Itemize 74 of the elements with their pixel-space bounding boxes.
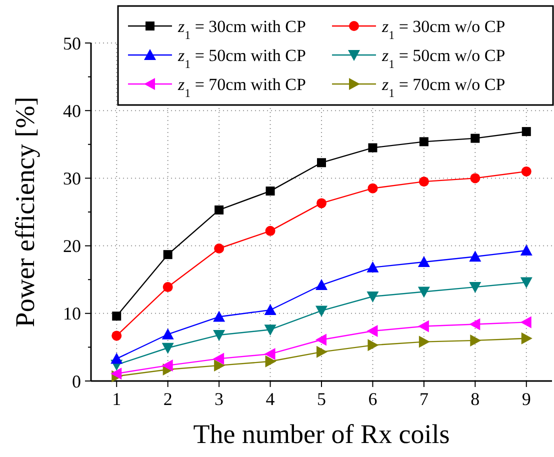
point <box>469 250 482 262</box>
point <box>265 355 276 368</box>
point <box>521 332 532 344</box>
point <box>366 292 379 302</box>
point <box>112 330 122 341</box>
point <box>520 316 532 328</box>
point <box>470 334 482 346</box>
x-tick-label: 8 <box>470 389 480 409</box>
x-tick-label: 6 <box>368 389 378 409</box>
point <box>418 286 430 298</box>
point <box>366 324 378 337</box>
point <box>162 282 173 292</box>
point <box>213 330 226 342</box>
point <box>316 334 326 346</box>
point <box>162 359 173 372</box>
legend-label: z$_{1}$ = 50cm w/o CP <box>381 46 506 71</box>
point <box>317 158 326 168</box>
point <box>368 339 379 352</box>
point <box>266 186 275 196</box>
y-tick-label: 50 <box>63 33 81 54</box>
legend-label: z$_{1}$ = 70cm w/o CP <box>381 74 506 100</box>
legend-label: z$_{1}$ = 50cm with CP <box>177 46 306 71</box>
point <box>316 279 328 290</box>
x-tick-label: 4 <box>266 389 275 409</box>
point <box>419 137 428 146</box>
point <box>470 134 480 143</box>
legend-label: z$_{1}$ = 30cm w/o CP <box>381 16 506 42</box>
point <box>214 244 224 254</box>
x-axis-title: The number of Rx coils <box>193 419 450 449</box>
point <box>163 250 172 260</box>
y-tick-label: 10 <box>63 304 81 324</box>
point <box>368 183 378 194</box>
point <box>418 320 429 332</box>
point <box>264 348 276 360</box>
x-tick-label: 1 <box>112 389 122 409</box>
point <box>520 277 532 288</box>
point <box>316 198 326 208</box>
point <box>520 244 532 256</box>
point <box>265 226 276 236</box>
point <box>110 352 123 364</box>
point <box>213 310 226 322</box>
legend-label: z$_{1}$ = 30cm with CP <box>177 16 306 42</box>
point <box>418 336 430 348</box>
point <box>469 318 480 330</box>
point <box>316 346 328 358</box>
point <box>522 127 531 136</box>
point <box>470 173 480 184</box>
y-axis-title: Power efficiency [%] <box>10 96 40 328</box>
y-tick-label: 40 <box>63 100 81 121</box>
point <box>162 342 174 354</box>
x-tick-label: 5 <box>317 389 326 409</box>
point <box>264 304 276 316</box>
y-tick-label: 20 <box>63 236 81 256</box>
point <box>112 312 122 321</box>
point <box>316 306 328 317</box>
x-tick-label: 2 <box>163 389 172 409</box>
y-tick-label: 0 <box>72 371 81 392</box>
point <box>162 328 174 340</box>
point <box>213 352 224 365</box>
point <box>418 256 430 268</box>
legend-label: z$_{1}$ = 70cm with CP <box>177 74 306 100</box>
x-tick-label: 3 <box>214 389 224 409</box>
point <box>368 143 378 152</box>
point <box>418 176 429 187</box>
point <box>521 166 532 176</box>
point <box>469 282 482 294</box>
point <box>214 359 226 372</box>
x-tick-label: 9 <box>522 389 531 409</box>
point <box>264 324 276 336</box>
x-tick-label: 7 <box>419 389 428 409</box>
point <box>214 205 224 214</box>
y-tick-label: 30 <box>63 168 81 188</box>
point <box>110 368 122 380</box>
point <box>366 261 379 272</box>
